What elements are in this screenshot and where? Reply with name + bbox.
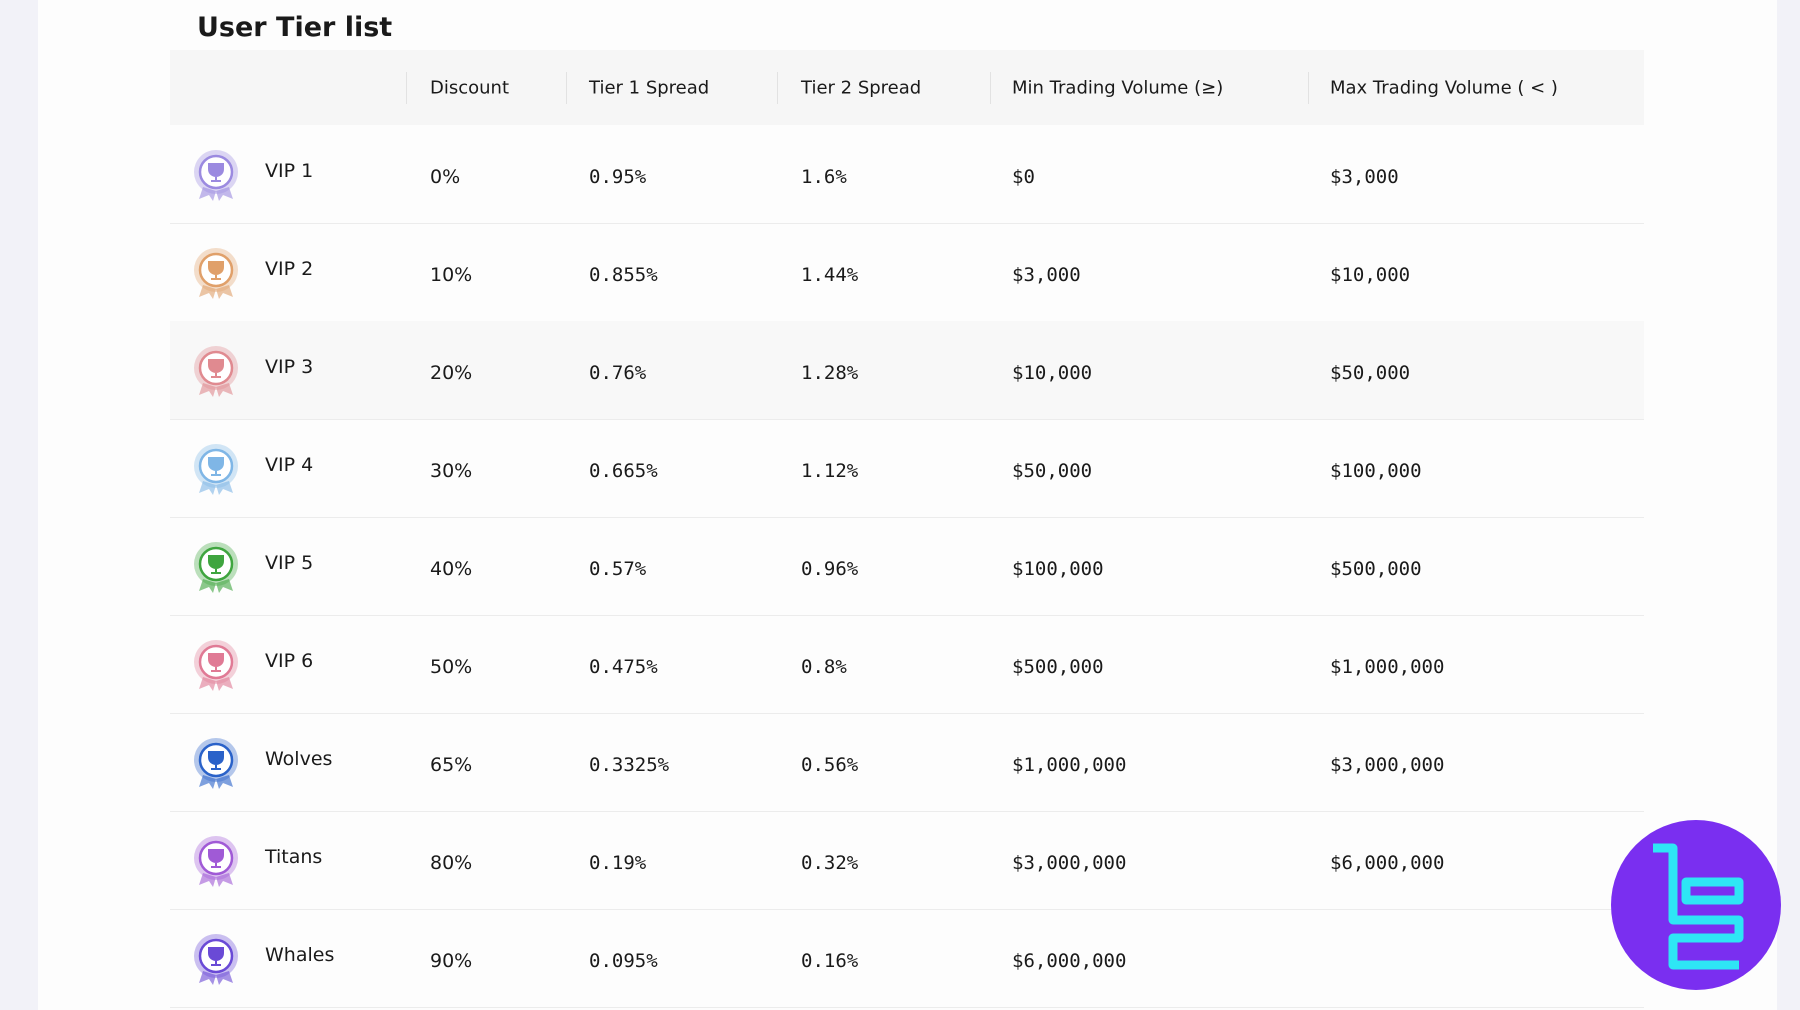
tier-badge xyxy=(194,836,238,887)
tier-badge xyxy=(194,542,238,593)
cell-value: 50% xyxy=(430,656,473,678)
cell-value: 1.44% xyxy=(801,264,859,286)
cell-value: 10% xyxy=(430,264,473,286)
title: User Tier list xyxy=(197,12,393,43)
tier-name: VIP 4 xyxy=(265,454,314,476)
cell-value: 0.19% xyxy=(589,852,647,874)
cell-value: 40% xyxy=(430,558,473,580)
tier-badge xyxy=(194,738,238,789)
column-header: Min Trading Volume (≥) xyxy=(1012,77,1224,99)
column-separator xyxy=(406,72,407,104)
cell-value: $10,000 xyxy=(1012,362,1093,384)
cell-value: $0 xyxy=(1012,166,1035,188)
cell-value: 0% xyxy=(430,166,461,188)
table-row: VIP 3 20% 0.76% 1.28% $10,000 $50,000 xyxy=(170,321,1644,420)
tier-name: VIP 5 xyxy=(265,552,314,574)
cell-value: $500,000 xyxy=(1012,656,1104,678)
table-row: VIP 2 10% 0.855% 1.44% $3,000 $10,000 xyxy=(170,223,1644,322)
cell-value: 65% xyxy=(430,754,473,776)
cell-value: $100,000 xyxy=(1330,460,1422,482)
logo xyxy=(1611,820,1781,990)
cell-value: $6,000,000 xyxy=(1330,852,1445,874)
cell-value: 20% xyxy=(430,362,473,384)
cell-value: 0.57% xyxy=(589,558,647,580)
column-header: Tier 1 Spread xyxy=(589,77,710,99)
column-separator xyxy=(777,72,778,104)
cell-value: 0.56% xyxy=(801,754,859,776)
cell-value: $100,000 xyxy=(1012,558,1104,580)
table-row: VIP 6 50% 0.475% 0.8% $500,000 $1,000,000 xyxy=(170,615,1644,714)
cell-value: 0.96% xyxy=(801,558,859,580)
left-margin xyxy=(0,0,38,1010)
column-separator xyxy=(1308,72,1309,104)
table-row: Titans 80% 0.19% 0.32% $3,000,000 $6,000,000 xyxy=(170,811,1644,910)
cell-value: 0.95% xyxy=(589,166,647,188)
cell-value: 0.095% xyxy=(589,950,658,972)
tier-name: VIP 2 xyxy=(265,258,314,280)
cell-value: 0.475% xyxy=(589,656,658,678)
cell-value: $500,000 xyxy=(1330,558,1422,580)
cell-value: $3,000,000 xyxy=(1012,852,1127,874)
tier-name: Whales xyxy=(265,944,335,966)
tier-name: VIP 6 xyxy=(265,650,314,672)
table-row: VIP 5 40% 0.57% 0.96% $100,000 $500,000 xyxy=(170,517,1644,616)
cell-value: $3,000,000 xyxy=(1330,754,1445,776)
cell-value: $3,000 xyxy=(1012,264,1081,286)
tier-name: Wolves xyxy=(265,748,333,770)
column-separator xyxy=(990,72,991,104)
cell-value: 0.665% xyxy=(589,460,658,482)
tier-badge xyxy=(194,934,238,985)
cell-value: 0.855% xyxy=(589,264,658,286)
cell-value: 0.3325% xyxy=(589,754,670,776)
right-margin xyxy=(1777,0,1800,1010)
column-separator xyxy=(566,72,567,104)
table-row: Wolves 65% 0.3325% 0.56% $1,000,000 $3,000,00… xyxy=(170,713,1644,812)
column-header: Discount xyxy=(430,77,510,99)
cell-value: $50,000 xyxy=(1330,362,1411,384)
table-row: VIP 1 0% 0.95% 1.6% $0 $3,000 xyxy=(170,125,1644,224)
tier-badge xyxy=(194,346,238,397)
tier-name: Titans xyxy=(265,846,323,868)
table-row: VIP 4 30% 0.665% 1.12% $50,000 $100,000 xyxy=(170,419,1644,518)
cell-value: 1.12% xyxy=(801,460,859,482)
cell-value: 30% xyxy=(430,460,473,482)
cell-value: 0.16% xyxy=(801,950,859,972)
cell-value: 0.8% xyxy=(801,656,847,678)
table-row: Whales 90% 0.095% 0.16% $6,000,000 xyxy=(170,909,1644,1008)
tier-badge xyxy=(194,640,238,691)
tier-badge xyxy=(194,444,238,495)
cell-value: 0.32% xyxy=(801,852,859,874)
cell-value: $50,000 xyxy=(1012,460,1093,482)
tier-name: VIP 3 xyxy=(265,356,314,378)
tier-name: VIP 1 xyxy=(265,160,314,182)
cell-value: 80% xyxy=(430,852,473,874)
cell-value: $1,000,000 xyxy=(1330,656,1445,678)
tier-badge xyxy=(194,248,238,299)
cell-value: $1,000,000 xyxy=(1012,754,1127,776)
cell-value: $6,000,000 xyxy=(1012,950,1127,972)
column-header: Max Trading Volume ( < ) xyxy=(1330,77,1558,99)
cell-value: $10,000 xyxy=(1330,264,1411,286)
cell-value: 0.76% xyxy=(589,362,647,384)
cell-value: 90% xyxy=(430,950,473,972)
cell-value: 1.28% xyxy=(801,362,859,384)
table-header: Discount Tier 1 Spread Tier 2 Spread Min Tr… xyxy=(170,50,1644,125)
cell-value: $3,000 xyxy=(1330,166,1399,188)
cell-value: 1.6% xyxy=(801,166,847,188)
column-header: Tier 2 Spread xyxy=(801,77,922,99)
tier-badge xyxy=(194,150,238,201)
